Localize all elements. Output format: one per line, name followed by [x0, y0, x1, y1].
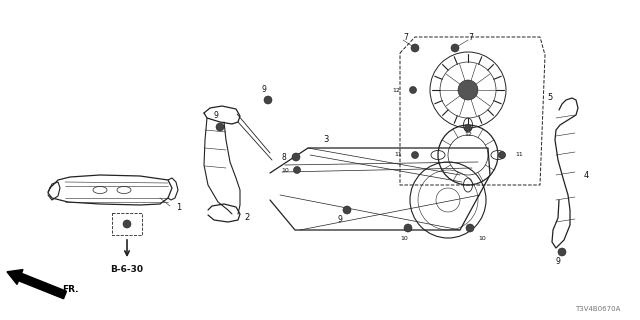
Text: 12: 12 [464, 132, 472, 138]
Text: 10: 10 [478, 236, 486, 241]
Circle shape [411, 44, 419, 52]
Text: 8: 8 [281, 153, 285, 162]
Text: 1: 1 [176, 204, 181, 212]
Circle shape [292, 153, 300, 161]
Circle shape [499, 151, 506, 158]
Text: 3: 3 [323, 135, 328, 145]
Text: 4: 4 [584, 171, 589, 180]
Text: 11: 11 [394, 153, 402, 157]
Circle shape [343, 206, 351, 214]
Circle shape [404, 224, 412, 232]
Circle shape [412, 151, 419, 158]
Bar [112, 213, 142, 235]
Text: 11: 11 [515, 153, 523, 157]
Circle shape [558, 248, 566, 256]
Text: 7: 7 [403, 34, 408, 43]
Text: 9: 9 [213, 111, 218, 121]
Circle shape [123, 220, 131, 228]
Text: T3V4B0670A: T3V4B0670A [575, 306, 620, 312]
Text: 2: 2 [244, 213, 249, 222]
Circle shape [458, 80, 478, 100]
Text: 10: 10 [400, 236, 408, 241]
Circle shape [466, 224, 474, 232]
Text: 7: 7 [468, 34, 473, 43]
Circle shape [451, 44, 459, 52]
Text: 5: 5 [547, 93, 552, 102]
FancyArrow shape [7, 269, 67, 299]
Text: 9: 9 [338, 215, 343, 225]
Text: 10: 10 [281, 167, 289, 172]
Circle shape [264, 96, 272, 104]
Circle shape [216, 123, 224, 131]
Text: B-6-30: B-6-30 [111, 266, 143, 275]
Text: FR.: FR. [62, 284, 79, 293]
Circle shape [465, 124, 472, 132]
Text: 9: 9 [261, 84, 266, 93]
Text: 12: 12 [392, 87, 400, 92]
Circle shape [410, 86, 417, 93]
Circle shape [294, 166, 301, 173]
Text: 9: 9 [555, 258, 560, 267]
